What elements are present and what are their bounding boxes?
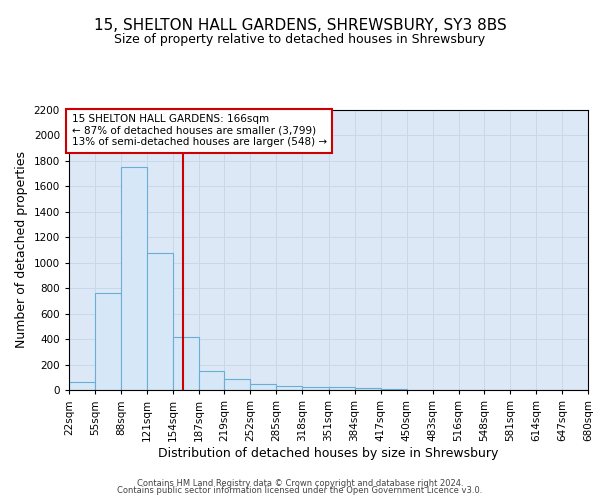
Bar [250, 384, 277, 390]
Bar [355, 388, 380, 390]
Bar [173, 336, 199, 390]
Text: 15 SHELTON HALL GARDENS: 166sqm
← 87% of detached houses are smaller (3,799)
13%: 15 SHELTON HALL GARDENS: 166sqm ← 87% of… [71, 114, 327, 148]
Bar [277, 386, 302, 390]
Text: 15, SHELTON HALL GARDENS, SHREWSBURY, SY3 8BS: 15, SHELTON HALL GARDENS, SHREWSBURY, SY… [94, 18, 506, 32]
Bar [69, 382, 95, 390]
Bar [199, 371, 224, 390]
X-axis label: Distribution of detached houses by size in Shrewsbury: Distribution of detached houses by size … [158, 446, 499, 460]
Bar [121, 168, 147, 390]
Bar [95, 294, 121, 390]
Bar [147, 252, 173, 390]
Bar [224, 379, 250, 390]
Text: Contains HM Land Registry data © Crown copyright and database right 2024.: Contains HM Land Registry data © Crown c… [137, 478, 463, 488]
Text: Size of property relative to detached houses in Shrewsbury: Size of property relative to detached ho… [115, 32, 485, 46]
Text: Contains public sector information licensed under the Open Government Licence v3: Contains public sector information licen… [118, 486, 482, 495]
Bar [329, 388, 355, 390]
Y-axis label: Number of detached properties: Number of detached properties [15, 152, 28, 348]
Bar [302, 387, 329, 390]
